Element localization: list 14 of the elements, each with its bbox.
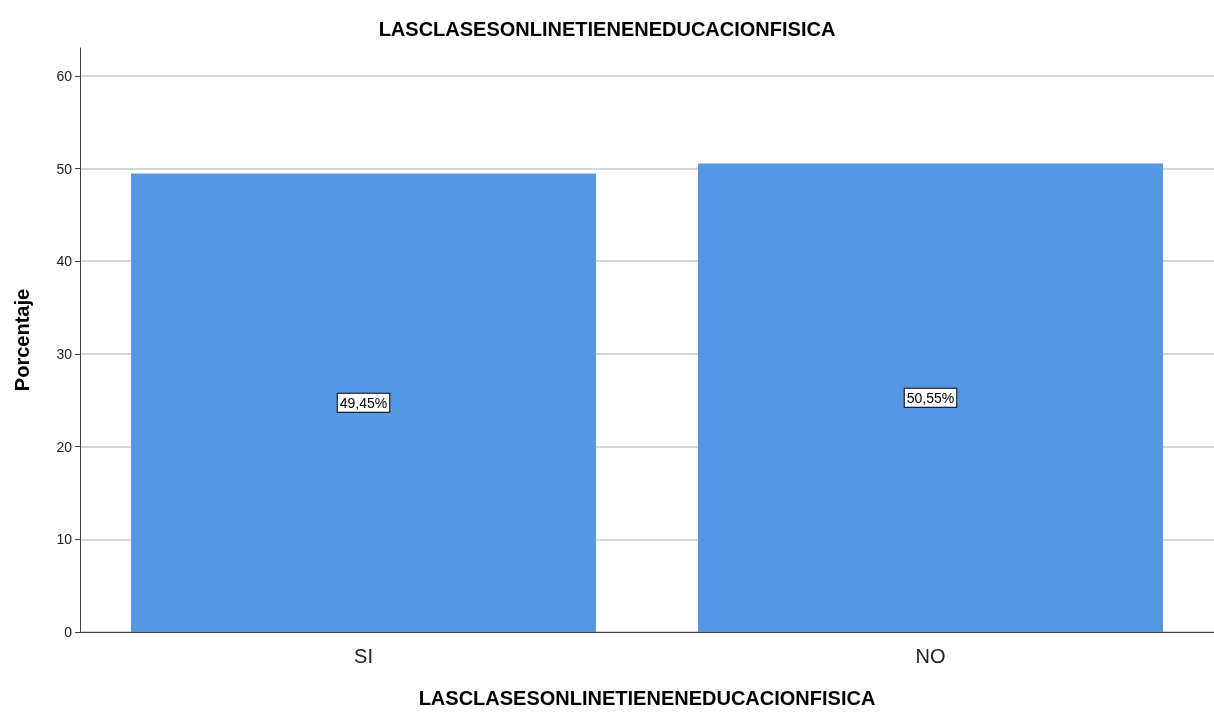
x-tick-label: SI — [354, 645, 373, 667]
y-tick-label: 10 — [56, 531, 73, 548]
chart-title: LASCLASESONLINETIENENEDUCACIONFISICA — [378, 18, 836, 40]
x-tick-label: NO — [915, 645, 946, 667]
y-tick-label: 0 — [64, 624, 73, 640]
data-label: 50,55% — [906, 389, 955, 406]
data-label: 49,45% — [339, 394, 388, 411]
y-tick-label: 50 — [56, 160, 73, 177]
x-axis-title: LASCLASESONLINETIENENEDUCACIONFISICA — [418, 687, 876, 709]
y-tick-label: 60 — [56, 67, 73, 84]
y-tick-label: 20 — [56, 438, 73, 455]
y-tick-label: 40 — [56, 253, 73, 270]
y-tick-label: 30 — [56, 345, 73, 362]
y-axis-title: Porcentaje — [11, 288, 33, 392]
